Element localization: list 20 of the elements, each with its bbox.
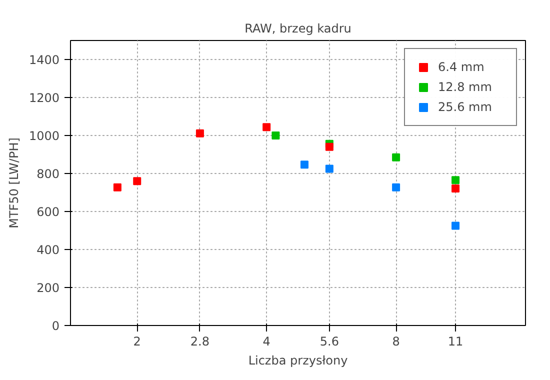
x-tick-label: 2 [133, 334, 141, 348]
y-tick-label: 200 [36, 281, 60, 295]
y-tick-label: 1000 [28, 129, 60, 143]
y-tick-label: 0 [52, 319, 60, 333]
x-tick-label: 5.6 [320, 334, 339, 348]
y-tick-label: 400 [36, 243, 60, 257]
y-tick-label: 800 [36, 167, 60, 181]
x-tick-label: 2.8 [190, 334, 210, 348]
legend-label: 25.6 mm [438, 100, 493, 114]
x-axis-title: Liczba przysłony [248, 354, 348, 368]
x-tick-label: 4 [262, 334, 270, 348]
y-tick-label: 1400 [28, 53, 60, 67]
y-axis-title: MTF50 [LW/PH] [6, 138, 21, 228]
y-tick-label: 600 [36, 205, 60, 219]
y-tick-label: 1200 [28, 91, 60, 105]
legend-label: 6.4 mm [438, 60, 486, 74]
legend-label: 12.8 mm [438, 80, 493, 94]
x-tick-label: 11 [448, 334, 464, 348]
chart-title: RAW, brzeg kadru [244, 22, 352, 36]
x-tick-label: 8 [392, 334, 400, 348]
